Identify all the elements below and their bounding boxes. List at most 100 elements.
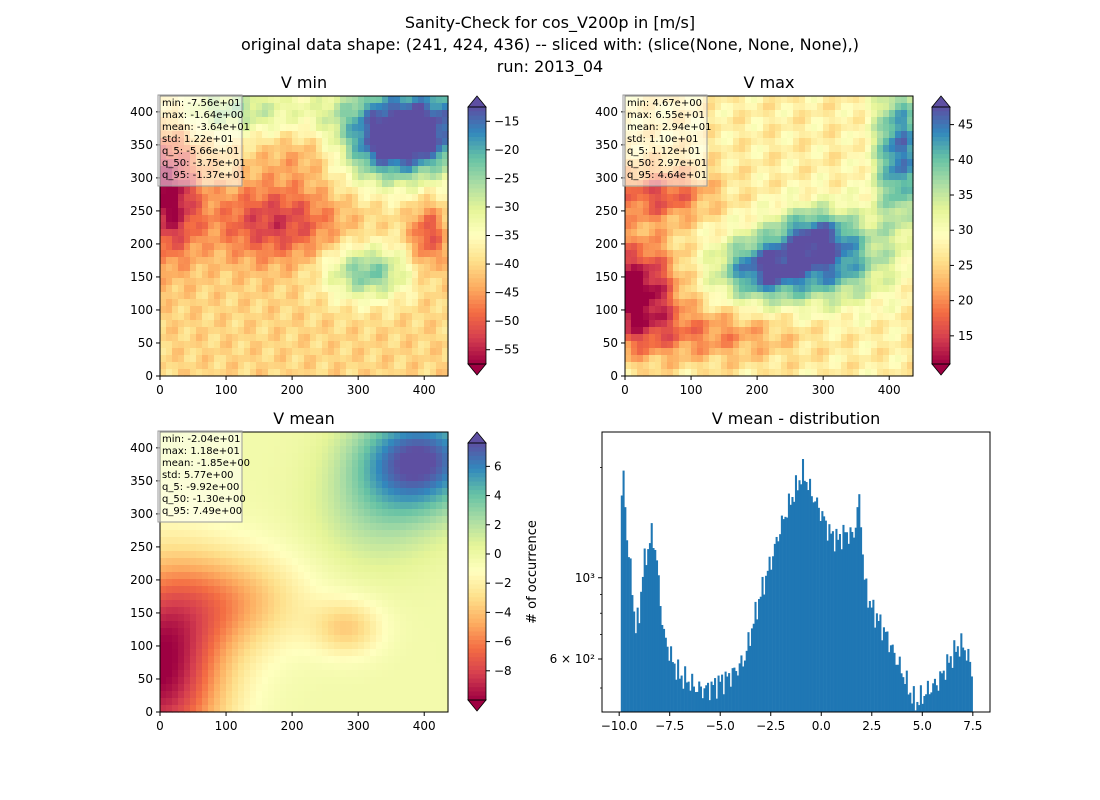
colorbar-segment xyxy=(932,205,950,211)
heatmap-cell xyxy=(394,362,401,370)
heatmap-cell xyxy=(250,145,257,153)
heatmap-cell xyxy=(280,698,287,706)
heatmap-cell xyxy=(721,187,728,195)
heatmap-cell xyxy=(751,341,758,349)
heatmap-cell xyxy=(184,208,191,216)
heatmap-cell xyxy=(793,348,800,356)
heatmap-cell xyxy=(739,131,746,139)
heatmap-cell xyxy=(160,530,167,538)
heatmap-cell xyxy=(709,166,716,174)
heatmap-cell xyxy=(208,292,215,300)
heatmap-cell xyxy=(799,334,806,342)
heatmap-cell xyxy=(739,208,746,216)
heatmap-cell xyxy=(889,313,896,321)
heatmap-cell xyxy=(847,355,854,363)
heatmap-cell xyxy=(262,467,269,475)
heatmap-cell xyxy=(697,208,704,216)
heatmap-cell xyxy=(160,537,167,545)
heatmap-cell xyxy=(841,250,848,258)
heatmap-cell xyxy=(304,131,311,139)
heatmap-cell xyxy=(298,131,305,139)
heatmap-cell xyxy=(667,243,674,251)
figure-title-line-1: Sanity-Check for cos_V200p in [m/s] xyxy=(404,13,696,32)
heatmap-cell xyxy=(715,362,722,370)
heatmap-cell xyxy=(733,355,740,363)
heatmap-cell xyxy=(340,110,347,118)
heatmap-cell xyxy=(649,285,656,293)
colorbar-segment xyxy=(468,111,486,117)
heatmap-cell xyxy=(781,229,788,237)
heatmap-cell xyxy=(280,509,287,517)
heatmap-cell xyxy=(667,369,674,377)
heatmap-cell xyxy=(280,173,287,181)
heatmap-cell xyxy=(661,278,668,286)
heatmap-cell xyxy=(709,250,716,258)
heatmap-cell xyxy=(220,628,227,636)
heatmap-cell xyxy=(292,229,299,237)
heatmap-cell xyxy=(907,327,914,335)
heatmap-cell xyxy=(709,292,716,300)
heatmap-cell xyxy=(298,124,305,132)
heatmap-cell xyxy=(709,152,716,160)
heatmap-cell xyxy=(883,278,890,286)
heatmap-cell xyxy=(340,229,347,237)
heatmap-cell xyxy=(667,341,674,349)
heatmap-cell xyxy=(226,215,233,223)
heatmap-cell xyxy=(166,705,173,713)
heatmap-cell xyxy=(352,257,359,265)
heatmap-cell xyxy=(250,607,257,615)
heatmap-cell xyxy=(883,215,890,223)
heatmap-cell xyxy=(763,362,770,370)
heatmap-cell xyxy=(631,320,638,328)
heatmap-cell xyxy=(268,656,275,664)
heatmap-cell xyxy=(673,250,680,258)
heatmap-cell xyxy=(358,334,365,342)
heatmap-cell xyxy=(781,110,788,118)
heatmap-cell xyxy=(286,649,293,657)
heatmap-cell xyxy=(859,222,866,230)
heatmap-cell xyxy=(352,285,359,293)
colorbar-segment xyxy=(932,265,950,271)
heatmap-cell xyxy=(733,110,740,118)
heatmap-cell xyxy=(859,250,866,258)
heatmap-cell xyxy=(166,698,173,706)
heatmap-cell xyxy=(829,138,836,146)
heatmap-cell xyxy=(286,313,293,321)
heatmap-cell xyxy=(805,215,812,223)
heatmap-cell xyxy=(304,117,311,125)
heatmap-cell xyxy=(292,495,299,503)
heatmap-cell xyxy=(799,229,806,237)
heatmap-cell xyxy=(394,222,401,230)
heatmap-cell xyxy=(340,320,347,328)
heatmap-cell xyxy=(250,649,257,657)
heatmap-cell xyxy=(238,215,245,223)
heatmap-cell xyxy=(196,691,203,699)
heatmap-cell xyxy=(673,362,680,370)
heatmap-cell xyxy=(853,208,860,216)
heatmap-cell xyxy=(166,306,173,314)
heatmap-cell xyxy=(679,334,686,342)
heatmap-cell xyxy=(322,285,329,293)
heatmap-cell xyxy=(286,215,293,223)
heatmap-cell xyxy=(769,180,776,188)
heatmap-cell xyxy=(226,257,233,265)
heatmap-cell xyxy=(424,264,431,272)
heatmap-cell xyxy=(262,152,269,160)
heatmap-cell xyxy=(268,320,275,328)
heatmap-cell xyxy=(280,215,287,223)
heatmap-cell xyxy=(208,544,215,552)
heatmap-cell xyxy=(901,334,908,342)
heatmap-cell xyxy=(745,117,752,125)
heatmap-cell xyxy=(667,306,674,314)
heatmap-cell xyxy=(256,180,263,188)
heatmap-cell xyxy=(637,327,644,335)
heatmap-cell xyxy=(184,201,191,209)
heatmap-cell xyxy=(805,208,812,216)
heatmap-cell xyxy=(835,208,842,216)
heatmap-cell xyxy=(274,327,281,335)
heatmap-cell xyxy=(871,257,878,265)
heatmap-cell xyxy=(877,264,884,272)
heatmap-cell xyxy=(895,131,902,139)
heatmap-cell xyxy=(376,138,383,146)
heatmap-cell xyxy=(799,138,806,146)
